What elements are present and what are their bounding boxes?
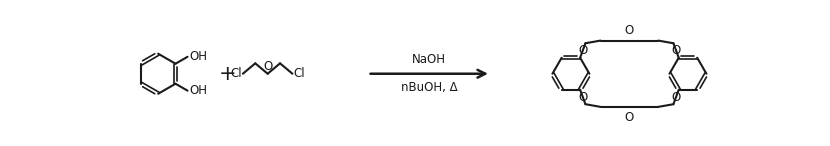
Text: nBuOH, Δ: nBuOH, Δ <box>401 81 457 94</box>
Text: OH: OH <box>189 50 207 63</box>
Text: O: O <box>579 91 588 104</box>
Text: O: O <box>671 44 681 57</box>
Text: O: O <box>625 24 634 37</box>
Text: Cl: Cl <box>231 67 242 80</box>
Text: O: O <box>263 60 272 73</box>
Text: +: + <box>218 64 237 84</box>
Text: O: O <box>625 111 634 124</box>
Text: O: O <box>579 44 588 57</box>
Text: NaOH: NaOH <box>413 53 447 66</box>
Text: Cl: Cl <box>293 67 305 80</box>
Text: O: O <box>671 91 681 104</box>
Text: OH: OH <box>189 84 207 97</box>
